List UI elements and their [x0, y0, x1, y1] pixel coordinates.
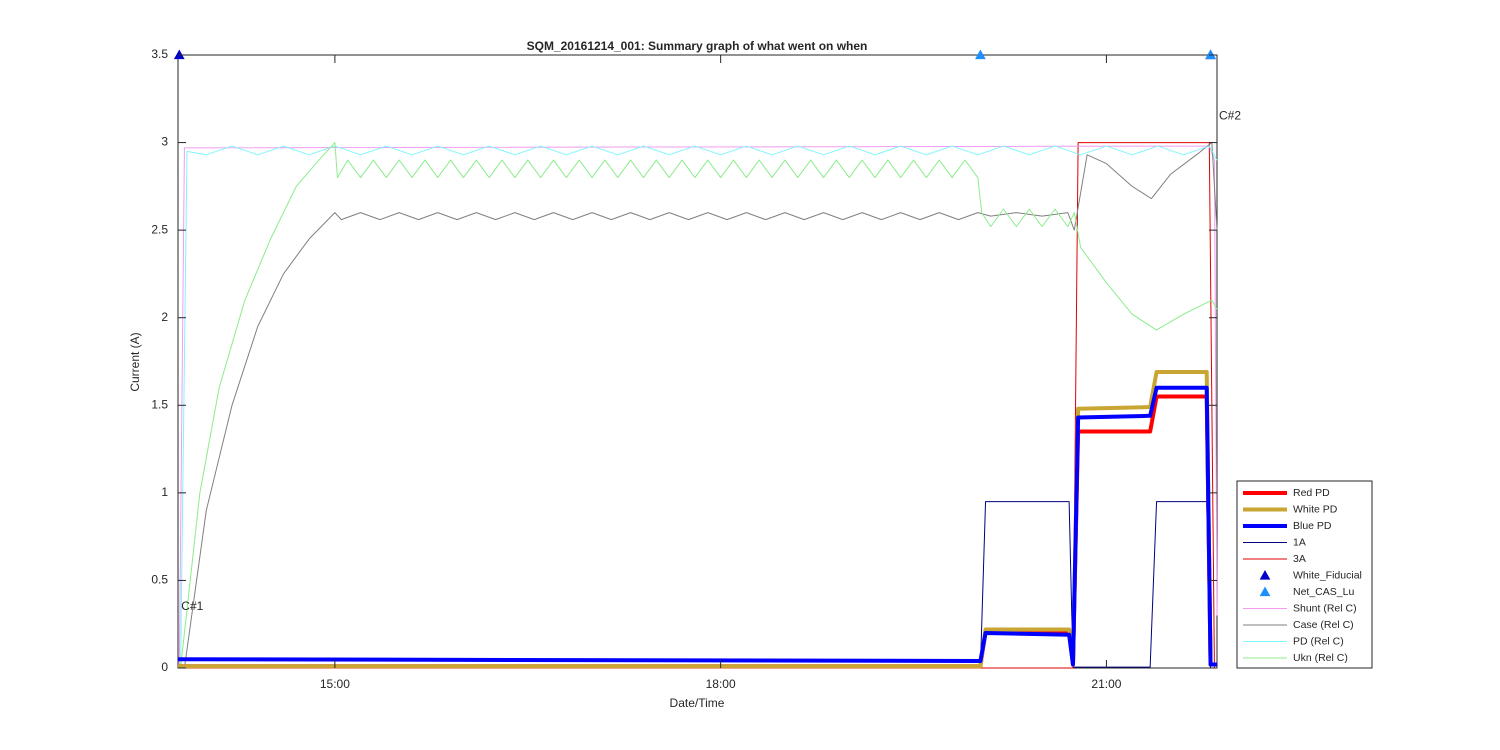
legend-marker	[1259, 569, 1271, 580]
legend-label: White_Fiducial	[1293, 569, 1362, 581]
plot	[173, 49, 1218, 669]
legend-label: Ukn (Rel C)	[1293, 652, 1348, 664]
legend-box	[1236, 480, 1373, 669]
y-tick-label: 2.5	[151, 222, 168, 236]
legend-label: Case (Rel C)	[1293, 619, 1354, 631]
series-line	[180, 142, 1218, 669]
marker	[975, 49, 986, 60]
legend-label: Shunt (Rel C)	[1293, 602, 1357, 614]
legend-label: 3A	[1293, 553, 1306, 565]
legend-marker	[1259, 586, 1271, 597]
chart-title: SQM_20161214_001: Summary graph of what …	[527, 39, 868, 53]
series-line	[177, 385, 1217, 667]
y-tick-label: 3	[161, 135, 168, 149]
x-tick-label: 15:00	[320, 677, 350, 691]
legend-label: Blue PD	[1293, 520, 1332, 532]
y-tick-label: 0.5	[151, 573, 168, 587]
y-tick-label: 0	[161, 660, 168, 674]
y-tick-label: 3.5	[151, 47, 168, 61]
legend-label: PD (Rel C)	[1293, 635, 1344, 647]
legend-label: Red PD	[1293, 487, 1330, 499]
y-axis-label: Current (A)	[128, 332, 142, 391]
annotation: C#1	[181, 599, 203, 613]
legend-label: Net_CAS_Lu	[1293, 586, 1354, 598]
y-tick-label: 2	[161, 310, 168, 324]
x-tick-label: 21:00	[1091, 677, 1121, 691]
series-line	[183, 142, 1218, 669]
x-tick-label: 18:00	[706, 677, 736, 691]
legend-label: White PD	[1293, 503, 1338, 515]
x-axis-label: Date/Time	[670, 696, 725, 710]
annotation: C#2	[1219, 108, 1241, 122]
y-tick-label: 1.5	[151, 397, 168, 411]
legend-label: 1A	[1293, 536, 1306, 548]
y-tick-label: 1	[161, 485, 168, 499]
plot-area	[177, 54, 1218, 669]
